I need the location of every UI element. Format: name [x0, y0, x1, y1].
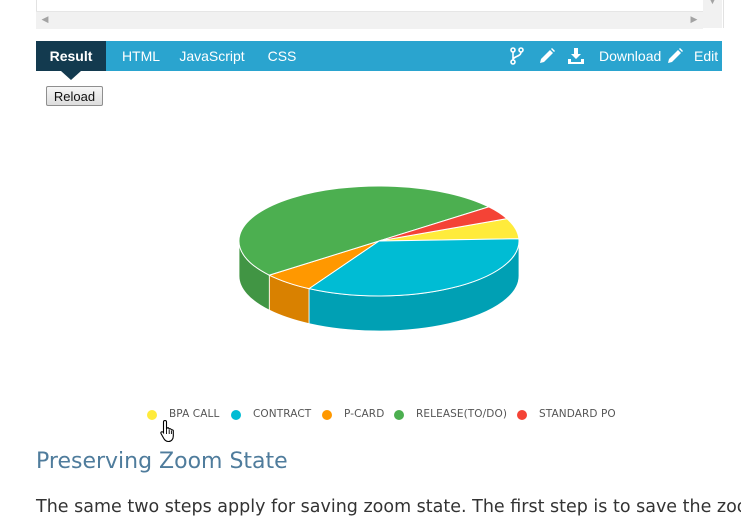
pencil-icon[interactable] — [666, 47, 684, 65]
pie-chart — [238, 185, 520, 332]
pie-top — [238, 185, 520, 297]
section-paragraph: The same two steps apply for saving zoom… — [36, 497, 741, 517]
legend-label: P-CARD — [344, 408, 385, 420]
hand-cursor-icon — [160, 419, 174, 443]
vertical-scrollbar[interactable]: ▼ — [703, 0, 722, 28]
scroll-left-icon[interactable]: ◀ — [41, 15, 49, 25]
pie-slice-4[interactable] — [378, 206, 509, 242]
tab-css[interactable]: CSS — [258, 41, 306, 71]
section-title: Preserving Zoom State — [36, 449, 288, 474]
tab-label: JavaScript — [179, 48, 245, 64]
pie-sides — [238, 240, 520, 332]
tab-result[interactable]: Result — [36, 41, 106, 71]
legend-label: BPA CALL — [169, 408, 220, 420]
legend-marker — [147, 410, 157, 420]
legend-marker — [231, 410, 241, 420]
tab-javascript[interactable]: JavaScript — [172, 41, 252, 71]
legend-marker — [517, 410, 527, 420]
legend-label: CONTRACT — [253, 408, 312, 420]
pencil-icon[interactable] — [538, 47, 556, 65]
tab-label: CSS — [267, 48, 297, 64]
fork-icon[interactable] — [508, 47, 526, 65]
legend-label: STANDARD PO — [539, 408, 616, 420]
legend-marker — [394, 410, 404, 420]
legend-marker — [322, 410, 332, 420]
legend-label: RELEASE(TO/DO) — [416, 408, 508, 420]
download-icon[interactable] — [567, 47, 585, 65]
reload-button[interactable]: Reload — [46, 86, 103, 106]
edit-link[interactable]: Edit — [694, 48, 719, 64]
tab-label: HTML — [121, 48, 161, 64]
active-tab-caret — [61, 71, 81, 80]
scroll-down-icon[interactable]: ▼ — [709, 0, 716, 6]
tab-toolbar: Result HTML JavaScript CSS Download Edit — [36, 41, 722, 80]
tab-html[interactable]: HTML — [112, 41, 170, 71]
horizontal-scrollbar[interactable]: ◀ ▶ — [36, 11, 703, 29]
tab-label: Result — [49, 48, 93, 64]
pie-slice-3[interactable] — [238, 185, 491, 276]
download-link[interactable]: Download — [599, 48, 662, 64]
scroll-right-icon[interactable]: ▶ — [690, 15, 698, 25]
